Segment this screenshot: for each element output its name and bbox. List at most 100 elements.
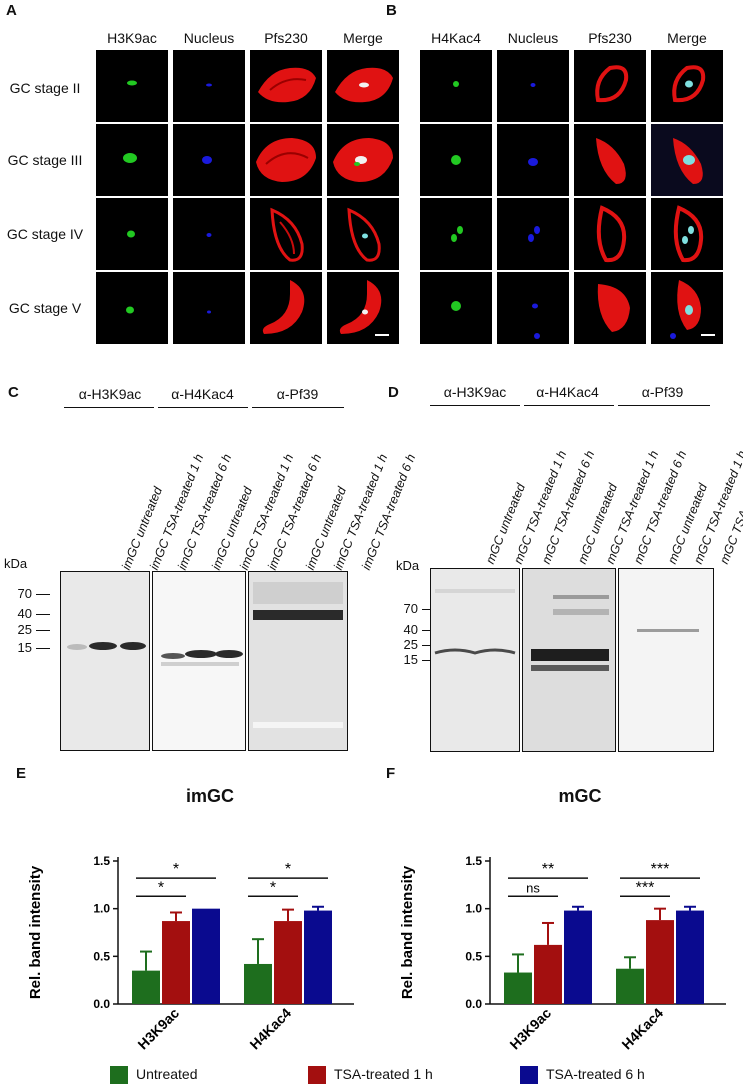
legend-label: Untreated bbox=[136, 1066, 198, 1082]
legend-label: TSA-treated 1 h bbox=[334, 1066, 433, 1082]
micrograph-merge bbox=[327, 124, 399, 196]
y-tick-label: 0.0 bbox=[465, 997, 482, 1011]
legend-swatch-tsa-6h bbox=[520, 1066, 538, 1084]
row-label: GC stage V bbox=[8, 300, 82, 316]
significance-label: * bbox=[285, 861, 291, 878]
column-label: Pfs230 bbox=[588, 30, 632, 46]
bar bbox=[304, 910, 332, 1004]
blot-membrane bbox=[430, 568, 520, 752]
bar bbox=[616, 968, 644, 1004]
panel-letter-e: E bbox=[16, 765, 27, 782]
x-tick-label: H4Kac4 bbox=[246, 1005, 294, 1053]
micrograph-nucleus bbox=[173, 272, 245, 344]
mw-marker: 25 bbox=[403, 637, 418, 652]
significance-label: * bbox=[270, 879, 276, 896]
micrograph-pfs230 bbox=[574, 124, 646, 196]
y-axis-label: Rel. band intensity bbox=[27, 865, 44, 999]
row-label: GC stage II bbox=[9, 80, 81, 96]
micrograph-nucleus bbox=[497, 272, 569, 344]
y-tick-label: 0.5 bbox=[465, 949, 482, 963]
micrograph-pfs230 bbox=[250, 272, 322, 344]
micrograph-h3k9ac bbox=[96, 272, 168, 344]
y-tick-label: 1.5 bbox=[465, 854, 482, 868]
row-label: GC stage III bbox=[7, 152, 83, 168]
antibody-header: α-Pf39 bbox=[641, 384, 684, 400]
micrograph-h4kac4 bbox=[420, 272, 492, 344]
micrograph-merge bbox=[327, 50, 399, 122]
blot-membrane bbox=[60, 571, 150, 751]
mw-marker: 70 bbox=[17, 586, 32, 601]
micrograph-h3k9ac bbox=[96, 198, 168, 270]
micrograph-merge bbox=[327, 272, 399, 344]
micrograph-merge bbox=[651, 198, 723, 270]
y-axis-label: Rel. band intensity bbox=[399, 865, 416, 999]
x-tick-label: H4Kac4 bbox=[618, 1005, 666, 1053]
header-line bbox=[618, 405, 710, 406]
kda-label: kDa bbox=[4, 556, 28, 571]
significance-label: *** bbox=[636, 879, 655, 896]
blot-membrane bbox=[618, 568, 714, 752]
panel-letter-a: A bbox=[6, 2, 17, 19]
bar bbox=[244, 963, 272, 1004]
micrograph-pfs230 bbox=[250, 124, 322, 196]
significance-label: ns bbox=[526, 880, 540, 895]
bar bbox=[504, 972, 532, 1004]
chart-title: imGC bbox=[185, 786, 234, 806]
mw-marker: 40 bbox=[17, 606, 32, 621]
micrograph-merge bbox=[651, 272, 723, 344]
column-label: Merge bbox=[343, 30, 383, 46]
column-label: Nucleus bbox=[507, 30, 559, 46]
header-line bbox=[158, 407, 248, 408]
y-tick-label: 1.0 bbox=[465, 902, 482, 916]
bar bbox=[646, 920, 674, 1004]
bar bbox=[192, 908, 220, 1004]
bar bbox=[132, 970, 160, 1004]
antibody-header: α-H4Kac4 bbox=[536, 384, 599, 400]
mw-marker: 15 bbox=[17, 640, 32, 655]
panel-letter-b: B bbox=[386, 2, 397, 19]
mw-marker: 40 bbox=[403, 622, 418, 637]
column-label: Merge bbox=[667, 30, 707, 46]
header-line bbox=[430, 405, 520, 406]
micrograph-pfs230 bbox=[250, 50, 322, 122]
significance-label: *** bbox=[651, 861, 670, 878]
micrograph-h4kac4 bbox=[420, 50, 492, 122]
significance-label: * bbox=[158, 879, 164, 896]
legend-swatch-untreated bbox=[110, 1066, 128, 1084]
row-label: GC stage IV bbox=[6, 226, 84, 242]
header-line bbox=[524, 405, 614, 406]
blot-membrane bbox=[248, 571, 348, 751]
micrograph-nucleus bbox=[497, 124, 569, 196]
y-tick-label: 1.0 bbox=[93, 902, 110, 916]
micrograph-pfs230 bbox=[574, 198, 646, 270]
kda-label: kDa bbox=[396, 558, 420, 573]
legend-swatch-tsa-1h bbox=[308, 1066, 326, 1084]
micrograph-merge bbox=[327, 198, 399, 270]
micrograph-pfs230 bbox=[574, 50, 646, 122]
bar-chart-mgc: Rel. band intensity 0.0 0.5 1.0 1.5 H3K9ac H4K… bbox=[399, 854, 726, 1053]
micrograph-nucleus bbox=[173, 50, 245, 122]
bar bbox=[162, 921, 190, 1004]
mw-marker: 70 bbox=[403, 601, 418, 616]
blot-membrane bbox=[522, 568, 616, 752]
micrograph-nucleus bbox=[173, 198, 245, 270]
x-tick-label: H3K9ac bbox=[506, 1005, 554, 1053]
column-label: Pfs230 bbox=[264, 30, 308, 46]
micrograph-merge bbox=[651, 124, 723, 196]
micrograph-merge bbox=[651, 50, 723, 122]
column-label: H4Kac4 bbox=[431, 30, 481, 46]
micrograph-h4kac4 bbox=[420, 198, 492, 270]
bar bbox=[534, 944, 562, 1004]
panel-letter-d: D bbox=[388, 384, 399, 401]
y-tick-label: 0.0 bbox=[93, 997, 110, 1011]
micrograph-nucleus bbox=[173, 124, 245, 196]
column-label: H3K9ac bbox=[107, 30, 157, 46]
significance-label: * bbox=[173, 861, 179, 878]
bar bbox=[564, 910, 592, 1004]
mw-marker: 15 bbox=[403, 652, 418, 667]
antibody-header: α-H3K9ac bbox=[78, 386, 142, 402]
blot-membrane bbox=[152, 571, 246, 751]
x-tick-label: H3K9ac bbox=[134, 1005, 182, 1053]
micrograph-nucleus bbox=[497, 50, 569, 122]
micrograph-h3k9ac bbox=[96, 124, 168, 196]
